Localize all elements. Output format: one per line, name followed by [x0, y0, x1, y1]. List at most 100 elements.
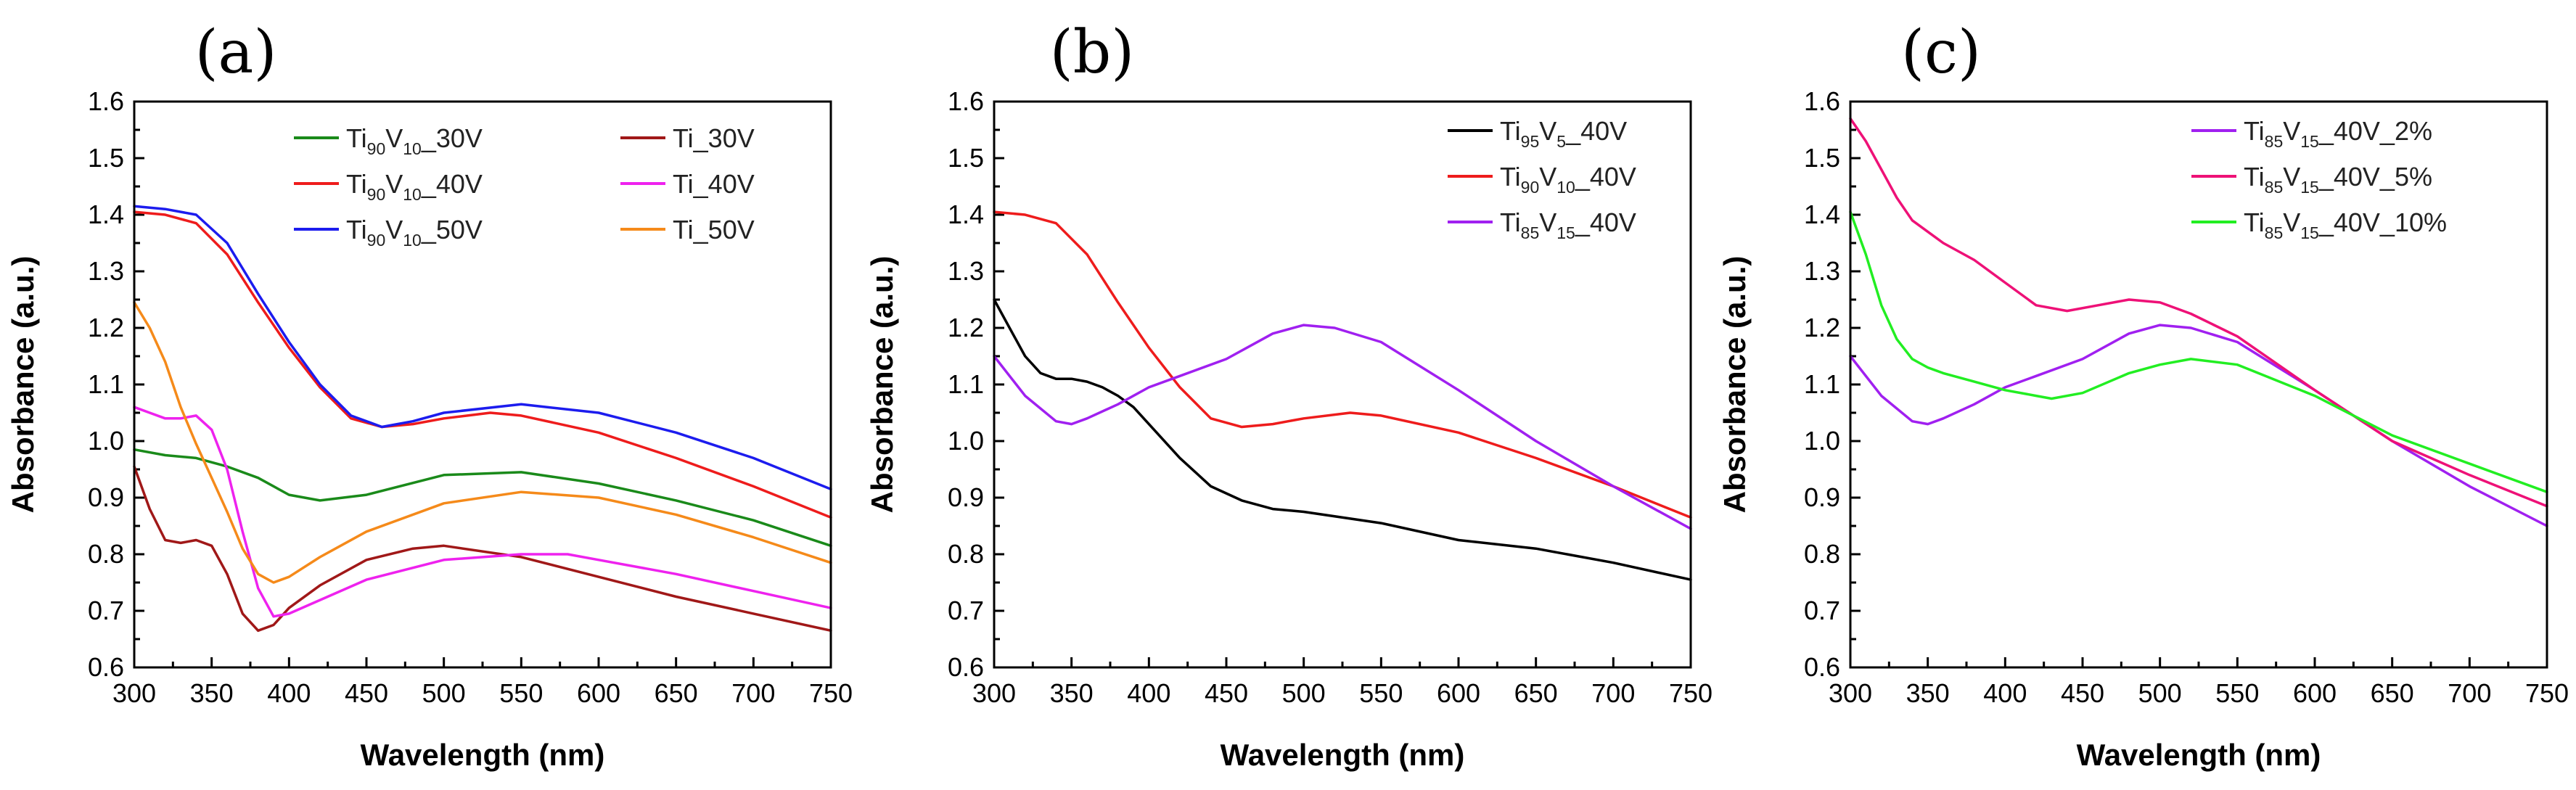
chart-c-lines: [1849, 117, 2548, 527]
chart-b-y-tick-label: 1.2: [948, 313, 984, 342]
chart-b-y-tick-label: 1.3: [948, 256, 984, 286]
chart-b-ticks: 300 350 400 450 500 550 600 650 700 750 0.6 0.7 0.8 0…: [948, 86, 1712, 708]
legend-label-part: V: [1539, 162, 1556, 192]
chart-a-y-tick-label: 0.7: [88, 596, 124, 625]
legend-label-part: 90: [1521, 178, 1540, 197]
chart-c-y-tick-label: 1.5: [1804, 143, 1840, 173]
chart-a-y-tick-label: 0.8: [88, 539, 124, 569]
legend-label-part: _40V_2%: [2318, 116, 2432, 146]
legend-label-part: V: [2283, 116, 2300, 146]
chart-a-y-tick-label: 1.4: [88, 199, 124, 229]
legend-label-part: _40V: [1575, 207, 1636, 237]
chart-a-lines: [133, 205, 832, 633]
legend-label-part: Ti: [1500, 162, 1521, 192]
legend-label-part: V: [385, 123, 403, 153]
legend-label-part: 5: [1556, 132, 1566, 151]
chart-a-series-line: [133, 448, 832, 548]
chart-a-x-tick-label: 350: [190, 678, 234, 708]
chart-a-y-tick-label: 1.0: [88, 426, 124, 456]
legend-label-part: Ti: [346, 169, 367, 199]
chart-b-y-tick-label: 1.5: [948, 143, 984, 173]
chart-b-x-tick-label: 700: [1591, 678, 1635, 708]
chart-a-series-line: [133, 406, 832, 618]
chart-c-series-line: [1849, 210, 2548, 493]
legend-label-part: Ti: [1500, 207, 1521, 237]
legend-label-part: _40V: [421, 169, 483, 199]
legend-label-part: V: [385, 215, 403, 244]
chart-c-legend-label: Ti85V15_40V_5%: [2244, 162, 2432, 197]
chart-b-legend-label: Ti85V15_40V: [1500, 207, 1636, 242]
legend-label-part: 85: [2265, 132, 2284, 151]
chart-a-y-tick-label: 1.1: [88, 369, 124, 399]
chart-c-x-tick-label: 550: [2215, 678, 2259, 708]
chart-c-legend-label: Ti85V15_40V_10%: [2244, 207, 2447, 242]
legend-label-part: Ti: [346, 215, 367, 244]
legend-label-part: Ti: [2244, 162, 2265, 192]
chart-c-legend: Ti85V15_40V_2%Ti85V15_40V_5%Ti85V15_40V_…: [2191, 116, 2447, 242]
legend-label-part: 90: [367, 139, 386, 158]
chart-a-x-tick-label: 300: [112, 678, 156, 708]
chart-c-x-tick-label: 400: [1983, 678, 2027, 708]
legend-label-part: Ti: [2244, 116, 2265, 146]
chart-b-y-tick-label: 1.4: [948, 199, 984, 229]
chart-c-y-tick-label: 0.7: [1804, 596, 1840, 625]
chart-b-x-axis-title: Wavelength (nm): [1221, 738, 1465, 772]
panel-label-b: (b): [1050, 18, 1134, 87]
chart-a-y-tick-label: 1.3: [88, 256, 124, 286]
legend-label-part: 85: [1521, 223, 1540, 242]
chart-b-legend-label: Ti95V5_40V: [1500, 116, 1627, 151]
chart-c-y-axis-title: Absorbance (a.u.): [1718, 256, 1752, 514]
chart-b-x-tick-label: 450: [1205, 678, 1248, 708]
chart-b-x-tick-label: 600: [1437, 678, 1480, 708]
legend-label-part: 15: [2300, 132, 2319, 151]
chart-b-y-tick-label: 0.8: [948, 539, 984, 569]
legend-label-part: Ti_50V: [673, 215, 755, 244]
chart-b-y-tick-label: 0.9: [948, 482, 984, 512]
legend-label-part: _50V: [421, 215, 483, 244]
chart-c-x-axis-title: Wavelength (nm): [2077, 738, 2321, 772]
chart-b-x-tick-label: 400: [1127, 678, 1170, 708]
chart-a-x-tick-label: 700: [731, 678, 775, 708]
chart-c-x-tick-label: 450: [2061, 678, 2104, 708]
chart-a-x-tick-label: 400: [267, 678, 311, 708]
legend-label-part: 85: [2265, 178, 2284, 197]
chart-b-y-tick-label: 0.7: [948, 596, 984, 625]
chart-a-y-tick-label: 1.5: [88, 143, 124, 173]
chart-b-x-tick-label: 550: [1359, 678, 1403, 708]
chart-a-x-axis-title: Wavelength (nm): [361, 738, 605, 772]
chart-a-plot-area: [133, 100, 832, 669]
chart-c-legend-label: Ti85V15_40V_2%: [2244, 116, 2432, 151]
chart-c-series-line: [1849, 117, 2548, 508]
chart-a-legend-label: Ti_30V: [673, 123, 755, 153]
chart-c-y-tick-label: 1.0: [1804, 426, 1840, 456]
legend-label-part: V: [2283, 207, 2300, 237]
chart-c-x-tick-label: 600: [2293, 678, 2337, 708]
chart-a-legend-label: Ti_40V: [673, 169, 755, 199]
chart-b-y-tick-label: 1.6: [948, 86, 984, 116]
chart-c-y-tick-label: 1.6: [1804, 86, 1840, 116]
chart-c-x-tick-label: 650: [2371, 678, 2414, 708]
chart-c-x-tick-label: 300: [1829, 678, 1872, 708]
chart-a-x-tick-label: 500: [422, 678, 466, 708]
chart-c-x-tick-label: 700: [2448, 678, 2491, 708]
chart-c-y-tick-label: 0.9: [1804, 482, 1840, 512]
legend-label-part: 15: [1556, 223, 1575, 242]
chart-b-x-tick-label: 750: [1669, 678, 1712, 708]
chart-a-legend-label: Ti_50V: [673, 215, 755, 244]
chart-a-series-line: [133, 301, 832, 584]
chart-b-x-tick-label: 350: [1050, 678, 1094, 708]
legend-label-part: _40V: [1575, 162, 1636, 192]
legend-label-part: Ti_40V: [673, 169, 755, 199]
legend-label-part: Ti: [1500, 116, 1521, 146]
legend-label-part: 10: [1556, 178, 1575, 197]
chart-c-x-tick-label: 500: [2138, 678, 2182, 708]
chart-c-ticks: 300 350 400 450 500 550 600 650 700 750 0.6 0.7 0.8 0…: [1804, 86, 2569, 708]
chart-b-series-line: [993, 210, 1692, 519]
chart-c-y-tick-label: 1.3: [1804, 256, 1840, 286]
panel-label-c: (c): [1901, 18, 1981, 87]
chart-a-legend: Ti90V10_30VTi90V10_40VTi90V10_50VTi_30VT…: [294, 123, 755, 250]
chart-panel-b: (b) 300 350 400 450 500 550 600 650 700 750 0.6 0.7…: [865, 18, 1712, 772]
chart-b-plot-area: [993, 100, 1692, 669]
